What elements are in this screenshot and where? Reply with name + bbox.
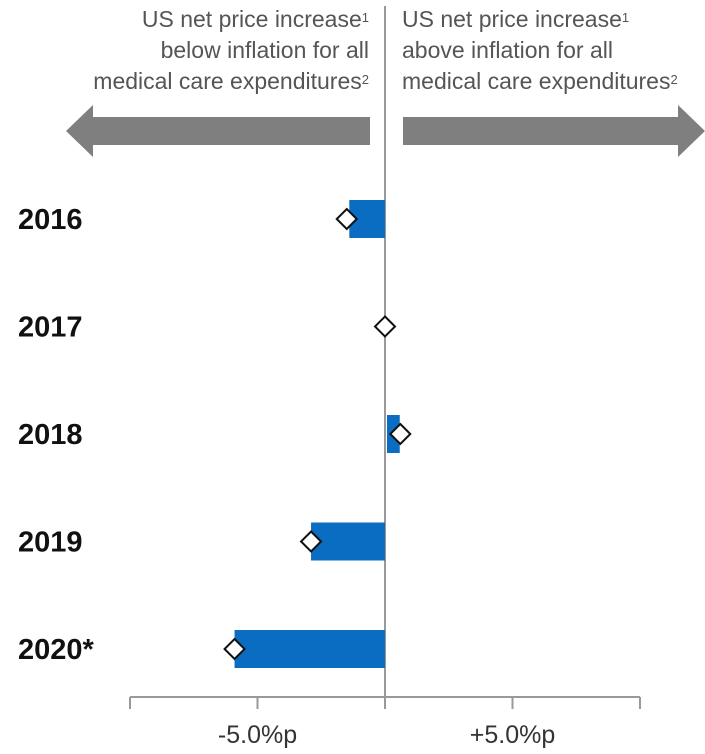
bar-series (234, 200, 400, 668)
diamond-marker (388, 422, 412, 446)
category-label: 2018 (18, 419, 83, 451)
x-tick-label: -5.0%p (218, 721, 297, 749)
header-left-line1: US net price increase (141, 6, 362, 32)
header-below-inflation: US net price increase1 below inflation f… (93, 4, 369, 97)
diamond-marker (299, 530, 323, 553)
footnote-ref-2: 2 (670, 72, 678, 87)
header-right-line2: above inflation for all (402, 37, 613, 63)
category-labels: 2016 2017 2018 2019 2020* (18, 204, 95, 666)
right-arrow-icon (403, 105, 705, 157)
bar (311, 522, 385, 561)
header-left-line3: medical care expenditures (93, 68, 362, 94)
header-right-line3: medical care expenditures (402, 68, 671, 94)
left-arrow-icon (66, 105, 370, 157)
diamond-series (223, 207, 412, 661)
header-left-line2: below inflation for all (160, 37, 369, 63)
diamond-marker (335, 207, 359, 231)
x-axis-ticks (129, 697, 641, 709)
footnote-ref-2: 2 (361, 72, 369, 87)
footnote-ref-1: 1 (621, 10, 630, 25)
category-label: 2019 (18, 527, 83, 559)
diamond-marker (373, 315, 397, 338)
footnote-ref-1: 1 (361, 10, 369, 25)
bar (234, 630, 385, 668)
header-right-line1: US net price increase (402, 6, 622, 32)
diamond-marker (223, 637, 246, 661)
x-tick-label: +5.0%p (470, 721, 556, 749)
category-label: 2017 (18, 312, 83, 344)
header-above-inflation: US net price increase1 above inflation f… (402, 4, 678, 97)
category-label: 2016 (18, 204, 83, 236)
category-label: 2020* (18, 634, 95, 666)
x-tick-labels: -5.0%p +5.0%p (218, 721, 555, 749)
